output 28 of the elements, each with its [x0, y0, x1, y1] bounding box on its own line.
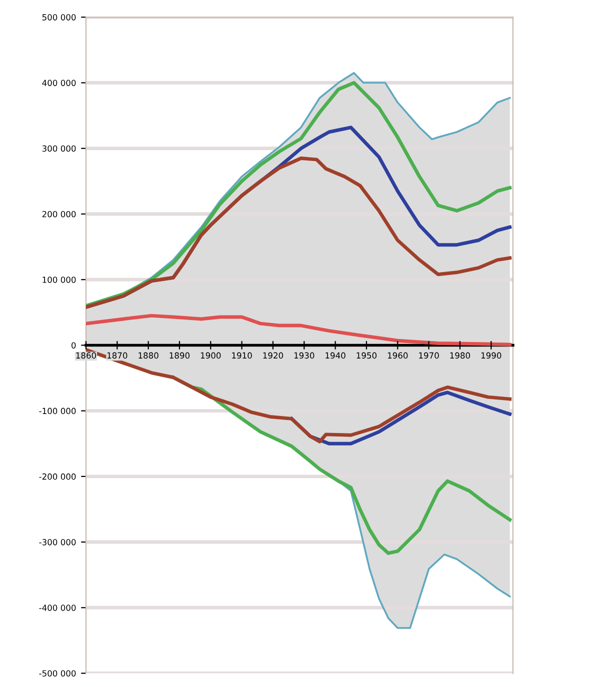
x-tick-label: 1980 — [450, 352, 470, 359]
y-tick-label: 400 000 — [42, 80, 76, 86]
x-tick-label: 1870 — [107, 352, 128, 359]
y-tick-label: 100 000 — [42, 276, 76, 283]
x-tick-label: 1960 — [388, 352, 408, 359]
line-series — [86, 156, 512, 309]
y-tick-label: 500 000 — [42, 14, 76, 20]
y-tick-label: -400 000 — [39, 604, 76, 611]
line-series — [86, 314, 512, 346]
x-tick-label: 1950 — [356, 352, 377, 359]
x-tick-label: 1920 — [263, 352, 284, 359]
y-tick-label: -300 000 — [39, 539, 76, 546]
y-tick-label: -200 000 — [39, 473, 76, 480]
x-tick-label: 1970 — [419, 352, 439, 359]
x-tick-label: 1940 — [326, 352, 346, 359]
y-tick-label: 0 — [72, 342, 76, 348]
x-tick-label: 1990 — [481, 352, 502, 359]
line-series — [172, 376, 512, 555]
y-tick-label: -100 000 — [39, 408, 76, 414]
y-tick-label: 300 000 — [42, 145, 76, 152]
x-tick-label: 1930 — [294, 352, 314, 359]
x-tick-label: 1860 — [76, 352, 96, 359]
x-tick-label: 1910 — [232, 352, 252, 359]
y-tick-label: 200 000 — [42, 210, 76, 218]
x-tick-label: 1880 — [138, 352, 158, 359]
x-tick-label: 1890 — [170, 352, 190, 359]
y-tick-label: -500 000 — [39, 670, 76, 677]
x-tick-label: 1900 — [200, 352, 221, 359]
